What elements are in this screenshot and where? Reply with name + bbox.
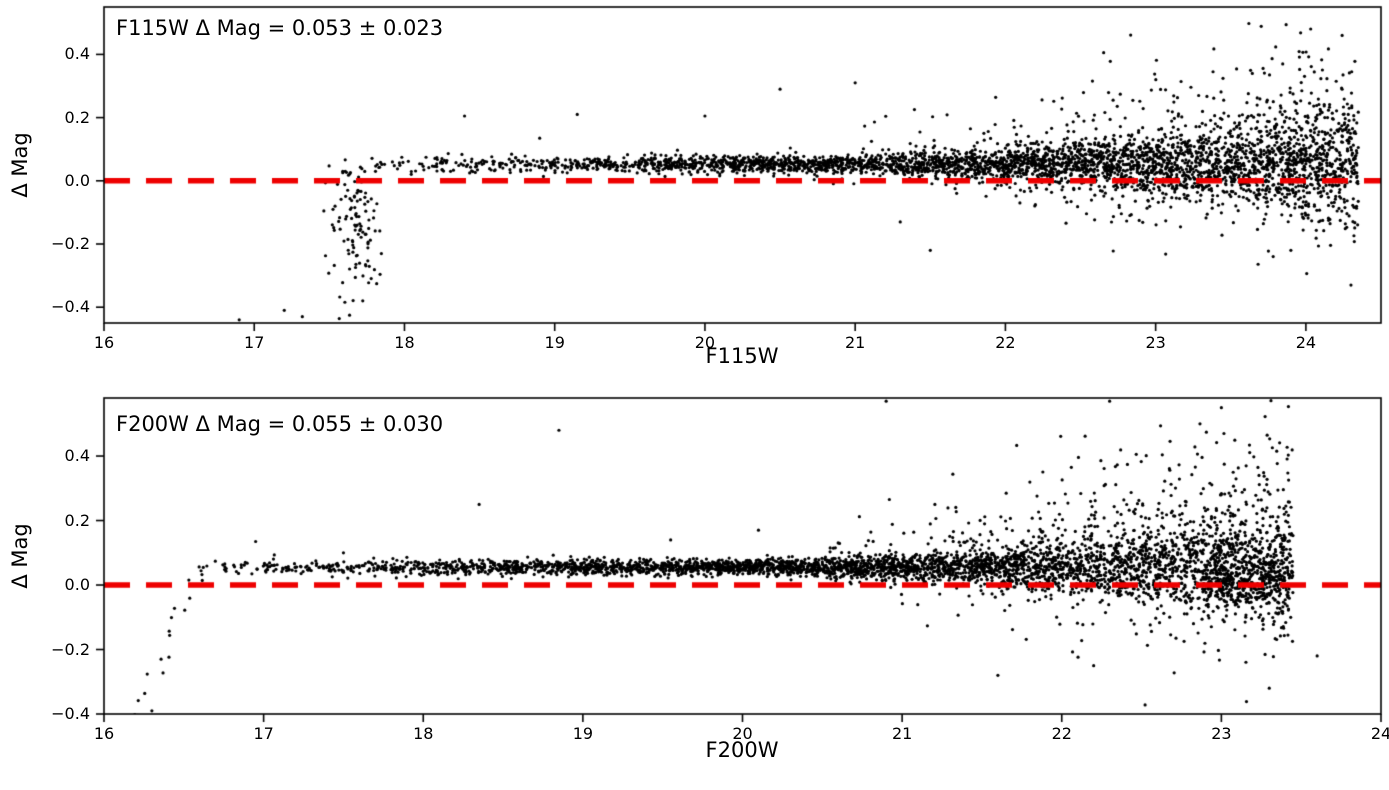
y-tick-label: −0.2 (51, 234, 90, 253)
x-tick-label: 20 (694, 333, 716, 352)
x-tick-label: 18 (413, 724, 434, 743)
x-tick-label: 23 (1145, 333, 1166, 352)
x-tick-label: 19 (544, 333, 565, 352)
x-tick-label: 22 (1051, 724, 1072, 743)
y-tick-label: 0.0 (64, 575, 90, 595)
annotation-f115w: F115W Δ Mag = 0.053 ± 0.023 (116, 16, 444, 40)
x-tick-label: 20 (732, 724, 753, 743)
x-tick-label: 24 (1370, 724, 1389, 743)
y-tick-label: −0.4 (51, 704, 90, 723)
panel-f200w: F200W Δ Mag = 0.055 ± 0.030 F200W Δ Mag … (0, 390, 1389, 790)
y-tick-label: 0.4 (64, 44, 90, 64)
xlabel-f200w: F200W (705, 738, 779, 762)
x-tick-label: 17 (253, 724, 274, 743)
panel-f115w: F115W Δ Mag = 0.053 ± 0.023 F115W Δ Mag … (0, 0, 1389, 390)
x-tick-label: 16 (93, 333, 115, 352)
plot-canvas-f115w (0, 0, 1389, 390)
x-tick-label: 18 (394, 333, 415, 352)
annotation-f200w: F200W Δ Mag = 0.055 ± 0.030 (116, 412, 444, 436)
y-tick-label: −0.4 (51, 297, 90, 317)
y-tick-label: 0.2 (64, 107, 90, 127)
x-tick-label: 21 (891, 724, 913, 743)
x-tick-label: 21 (844, 333, 866, 352)
x-tick-label: 24 (1295, 333, 1317, 352)
x-tick-label: 16 (93, 724, 115, 743)
x-tick-label: 19 (572, 724, 594, 743)
x-tick-label: 17 (244, 333, 265, 352)
y-tick-label: 0.0 (64, 170, 90, 190)
y-tick-label: 0.4 (64, 446, 90, 466)
xlabel-f115w: F115W (705, 344, 779, 368)
x-tick-label: 22 (995, 333, 1016, 352)
y-tick-label: −0.2 (51, 639, 90, 659)
y-tick-label: 0.2 (64, 510, 90, 530)
x-tick-label: 23 (1211, 724, 1232, 743)
plot-canvas-f200w (0, 390, 1389, 790)
